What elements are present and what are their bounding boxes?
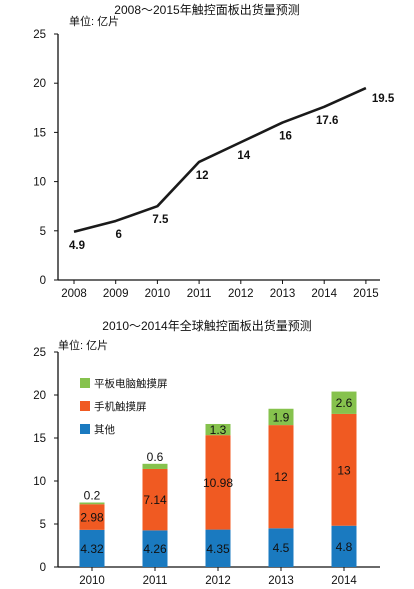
y-tick-label: 20 xyxy=(33,390,46,402)
bar-segment xyxy=(268,528,294,567)
bar-label: 4.5 xyxy=(273,541,290,555)
y-tick-label: 15 xyxy=(33,127,46,139)
bar-chart-unit: 单位: 亿片 xyxy=(58,338,108,352)
line-chart-data-labels: 4.9 6 7.5 12 14 16 17.6 19.5 xyxy=(69,93,395,252)
x-tick-label: 2013 xyxy=(268,575,294,587)
x-tick-label: 2011 xyxy=(187,288,212,300)
bar-chart-y-ticks: 0 5 10 15 20 25 xyxy=(33,347,58,574)
y-tick-label: 0 xyxy=(40,275,46,287)
data-label: 16 xyxy=(279,131,292,143)
bar-label: 4.35 xyxy=(206,542,230,556)
bar-label: 0.2 xyxy=(84,489,101,503)
x-tick-label: 2008 xyxy=(61,288,87,300)
bar-label: 4.32 xyxy=(80,542,104,556)
bar-label: 10.98 xyxy=(203,476,233,490)
bar-label: 2.6 xyxy=(336,396,353,410)
x-tick-label: 2011 xyxy=(143,575,168,587)
line-chart: 2008～2015年触控面板出货量预测 单位: 亿片 0 5 10 15 20 25 20… xyxy=(33,2,395,300)
x-tick-label: 2014 xyxy=(331,575,357,587)
bar-label: 12 xyxy=(274,470,288,484)
x-tick-label: 2013 xyxy=(270,288,296,300)
y-tick-label: 20 xyxy=(33,78,46,90)
legend-label: 其他 xyxy=(94,423,115,436)
data-label: 6 xyxy=(115,229,121,241)
data-label: 14 xyxy=(237,150,250,162)
x-tick-label: 2015 xyxy=(353,288,379,300)
x-tick-label: 2012 xyxy=(205,575,231,587)
y-tick-label: 15 xyxy=(33,433,46,445)
bar-segment xyxy=(268,408,294,426)
legend-swatch xyxy=(80,401,90,411)
data-label: 4.9 xyxy=(69,240,85,252)
bar-segment xyxy=(205,529,231,567)
bar-segment xyxy=(331,525,357,567)
bar-chart-x-ticks: 2010 2011 2012 2013 2014 xyxy=(79,567,357,587)
bar-label: 13 xyxy=(337,463,351,477)
x-tick-label: 2010 xyxy=(145,288,171,300)
y-tick-label: 10 xyxy=(33,177,46,189)
bar-label: 1.3 xyxy=(210,423,227,437)
line-chart-series xyxy=(73,86,367,234)
bar-label: 4.8 xyxy=(336,540,353,554)
bar-label: 0.6 xyxy=(147,450,164,464)
line-chart-y-ticks: 0 5 10 15 20 25 xyxy=(33,29,58,287)
bar-segment xyxy=(331,413,357,526)
legend-label: 手机触摸屏 xyxy=(94,400,147,413)
x-tick-label: 2009 xyxy=(103,288,129,300)
bar-segment xyxy=(205,423,231,436)
line-chart-title: 2008～2015年触控面板出货量预测 xyxy=(114,2,299,17)
bar-segment xyxy=(142,530,168,567)
legend-swatch xyxy=(80,424,90,434)
bar-segment xyxy=(79,504,105,530)
bar-label: 1.9 xyxy=(273,410,290,424)
line-chart-unit: 单位: 亿片 xyxy=(69,14,119,28)
legend-swatch xyxy=(80,378,90,388)
y-tick-label: 25 xyxy=(33,29,46,41)
data-label: 7.5 xyxy=(152,214,169,226)
x-tick-label: 2010 xyxy=(79,575,105,587)
y-tick-label: 0 xyxy=(40,562,46,574)
data-label: 17.6 xyxy=(316,115,338,127)
y-tick-label: 5 xyxy=(40,519,46,531)
bar-label: 4.26 xyxy=(143,542,167,556)
data-label: 12 xyxy=(196,170,209,182)
bar-label: 7.14 xyxy=(143,493,167,507)
bar-segment xyxy=(205,435,231,530)
bar-segment xyxy=(79,502,105,505)
bar-segment xyxy=(268,425,294,529)
y-tick-label: 5 xyxy=(40,226,46,238)
bar-chart-title: 2010～2014年全球触控面板出货量预测 xyxy=(102,318,311,333)
bar-segment xyxy=(142,468,168,531)
line-chart-x-ticks: 2008 2009 2010 2011 2012 2013 2014 2015 xyxy=(61,280,379,300)
legend-label: 平板电脑触摸屏 xyxy=(94,377,168,390)
y-tick-label: 10 xyxy=(33,476,46,488)
bar-chart: 2010～2014年全球触控面板出货量预测 单位: 亿片 0510152025 … xyxy=(33,318,380,587)
bar-segment xyxy=(79,529,105,567)
data-label: 19.5 xyxy=(372,93,395,105)
bar-segment xyxy=(331,391,357,414)
x-tick-label: 2014 xyxy=(311,288,337,300)
bar-chart-bars: 4.32 2.98 0.2 4.26 7.14 0.6 4.35 10.98 1.3 4.5 12 1… xyxy=(79,391,357,567)
bar-label: 2.98 xyxy=(80,511,104,525)
y-tick-label: 25 xyxy=(33,347,46,359)
x-tick-label: 2012 xyxy=(228,288,254,300)
shipment-line xyxy=(73,86,367,234)
bar-segment xyxy=(142,463,168,469)
